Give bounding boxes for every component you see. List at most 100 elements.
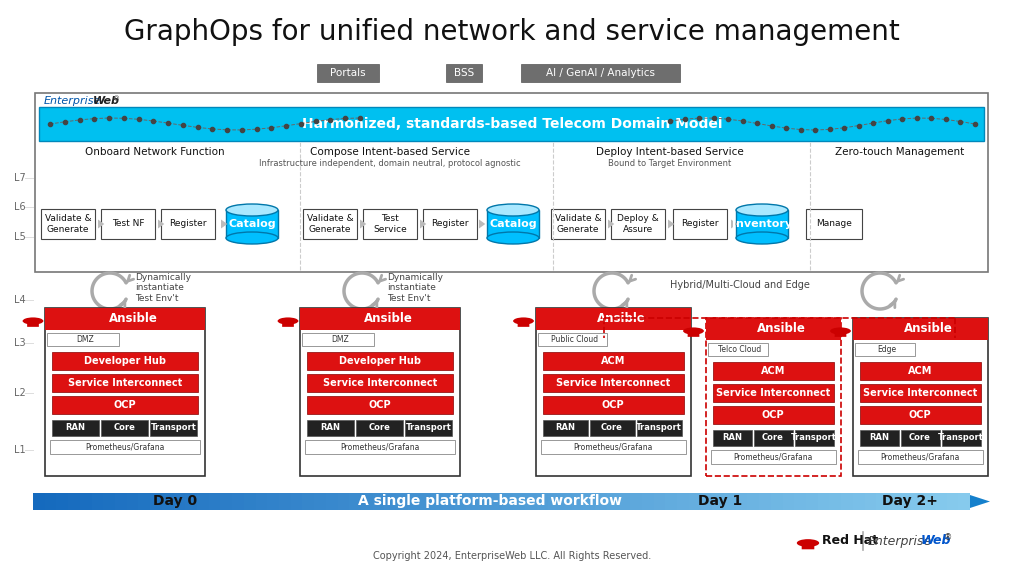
Polygon shape bbox=[970, 495, 990, 508]
Polygon shape bbox=[151, 493, 162, 510]
Polygon shape bbox=[349, 493, 360, 510]
Text: Public Cloud: Public Cloud bbox=[551, 335, 598, 344]
FancyBboxPatch shape bbox=[708, 343, 768, 356]
FancyBboxPatch shape bbox=[356, 420, 403, 436]
FancyBboxPatch shape bbox=[713, 362, 834, 380]
Polygon shape bbox=[384, 493, 396, 510]
Polygon shape bbox=[818, 493, 829, 510]
Text: Manage: Manage bbox=[816, 220, 852, 228]
Polygon shape bbox=[56, 493, 69, 510]
FancyBboxPatch shape bbox=[736, 210, 788, 238]
Polygon shape bbox=[431, 493, 443, 510]
Ellipse shape bbox=[513, 317, 534, 324]
FancyBboxPatch shape bbox=[303, 209, 357, 239]
Polygon shape bbox=[888, 493, 900, 510]
FancyBboxPatch shape bbox=[362, 209, 417, 239]
Polygon shape bbox=[608, 220, 614, 228]
FancyBboxPatch shape bbox=[317, 64, 379, 82]
Text: Copyright 2024, EnterpriseWeb LLC. All Rights Reserved.: Copyright 2024, EnterpriseWeb LLC. All R… bbox=[373, 551, 651, 561]
Ellipse shape bbox=[29, 319, 41, 324]
Polygon shape bbox=[98, 220, 104, 228]
FancyBboxPatch shape bbox=[283, 320, 294, 327]
Polygon shape bbox=[489, 493, 502, 510]
Polygon shape bbox=[864, 493, 877, 510]
Text: Service Interconnect: Service Interconnect bbox=[556, 378, 670, 388]
Ellipse shape bbox=[683, 327, 703, 335]
Polygon shape bbox=[731, 220, 737, 228]
Ellipse shape bbox=[487, 232, 539, 244]
Text: Validate &
Generate: Validate & Generate bbox=[555, 214, 601, 233]
FancyBboxPatch shape bbox=[543, 396, 683, 414]
Polygon shape bbox=[595, 493, 607, 510]
Polygon shape bbox=[700, 493, 713, 510]
FancyBboxPatch shape bbox=[590, 420, 635, 436]
FancyBboxPatch shape bbox=[941, 430, 981, 446]
Ellipse shape bbox=[797, 539, 819, 547]
Text: Register: Register bbox=[681, 220, 719, 228]
Text: Web: Web bbox=[921, 535, 951, 547]
Text: L2: L2 bbox=[14, 388, 26, 398]
Text: Zero-touch Management: Zero-touch Management bbox=[836, 147, 965, 157]
Text: ACM: ACM bbox=[908, 366, 932, 376]
Ellipse shape bbox=[23, 317, 43, 324]
FancyBboxPatch shape bbox=[543, 352, 683, 370]
FancyBboxPatch shape bbox=[551, 209, 605, 239]
Polygon shape bbox=[314, 493, 326, 510]
Polygon shape bbox=[736, 493, 748, 510]
FancyBboxPatch shape bbox=[853, 318, 987, 476]
FancyBboxPatch shape bbox=[226, 210, 278, 238]
Text: Test NF: Test NF bbox=[112, 220, 144, 228]
Polygon shape bbox=[360, 493, 373, 510]
Text: RAN: RAN bbox=[722, 434, 742, 443]
Polygon shape bbox=[80, 493, 91, 510]
Polygon shape bbox=[607, 493, 618, 510]
Polygon shape bbox=[829, 493, 841, 510]
Polygon shape bbox=[713, 493, 724, 510]
Text: OCP: OCP bbox=[762, 410, 784, 420]
FancyBboxPatch shape bbox=[754, 430, 793, 446]
FancyBboxPatch shape bbox=[52, 374, 198, 392]
FancyBboxPatch shape bbox=[35, 93, 988, 272]
FancyBboxPatch shape bbox=[806, 209, 862, 239]
FancyBboxPatch shape bbox=[713, 384, 834, 402]
Polygon shape bbox=[668, 220, 674, 228]
Text: Core: Core bbox=[114, 424, 135, 432]
Polygon shape bbox=[197, 493, 209, 510]
Ellipse shape bbox=[487, 204, 539, 216]
Text: Core: Core bbox=[909, 434, 931, 443]
Polygon shape bbox=[946, 493, 958, 510]
Text: Core: Core bbox=[762, 434, 784, 443]
Text: Edge: Edge bbox=[878, 345, 896, 354]
Text: Deploy &
Assure: Deploy & Assure bbox=[617, 214, 658, 233]
Polygon shape bbox=[841, 493, 853, 510]
Text: A single platform-based workflow: A single platform-based workflow bbox=[358, 494, 622, 508]
Polygon shape bbox=[408, 493, 420, 510]
Text: Developer Hub: Developer Hub bbox=[339, 356, 421, 366]
FancyBboxPatch shape bbox=[50, 440, 200, 454]
Polygon shape bbox=[232, 493, 244, 510]
FancyBboxPatch shape bbox=[637, 420, 682, 436]
FancyBboxPatch shape bbox=[802, 542, 814, 549]
FancyBboxPatch shape bbox=[446, 64, 481, 82]
Polygon shape bbox=[771, 493, 782, 510]
FancyBboxPatch shape bbox=[300, 308, 460, 476]
FancyBboxPatch shape bbox=[688, 329, 699, 337]
Text: Enterprise: Enterprise bbox=[44, 96, 101, 106]
FancyBboxPatch shape bbox=[795, 430, 834, 446]
FancyBboxPatch shape bbox=[706, 318, 841, 340]
Text: Web: Web bbox=[93, 96, 120, 106]
Text: Transport: Transport bbox=[938, 434, 984, 443]
FancyBboxPatch shape bbox=[859, 406, 981, 424]
Polygon shape bbox=[173, 493, 185, 510]
Polygon shape bbox=[537, 493, 548, 510]
Text: Deploy Intent-based Service: Deploy Intent-based Service bbox=[596, 147, 743, 157]
Text: Prometheus/Grafana: Prometheus/Grafana bbox=[340, 443, 420, 451]
Text: Ansible: Ansible bbox=[903, 323, 952, 335]
FancyBboxPatch shape bbox=[305, 440, 455, 454]
Polygon shape bbox=[45, 493, 56, 510]
Text: Ansible: Ansible bbox=[757, 323, 806, 335]
Text: Validate &
Generate: Validate & Generate bbox=[45, 214, 91, 233]
Text: ACM: ACM bbox=[601, 356, 626, 366]
FancyBboxPatch shape bbox=[859, 362, 981, 380]
Polygon shape bbox=[525, 493, 537, 510]
